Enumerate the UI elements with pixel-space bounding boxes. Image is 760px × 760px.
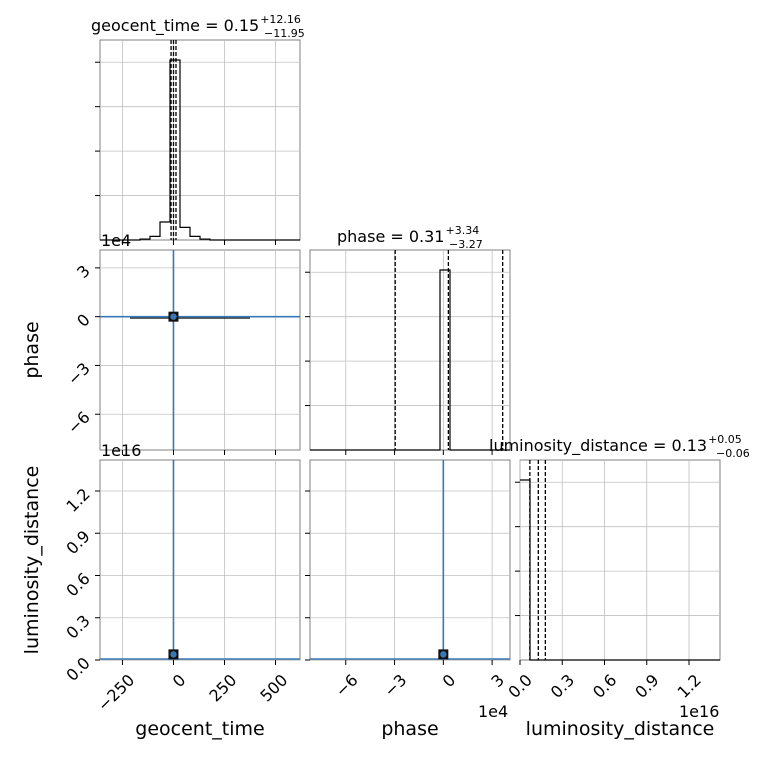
data-marks xyxy=(100,40,720,661)
y-tick-label-phase-2: 0 xyxy=(73,310,94,331)
x-tick-label-phase-0: −6 xyxy=(332,670,362,700)
offset-distance-x: 1e16 xyxy=(679,702,719,721)
x-tick-label-geocent_time-3: 500 xyxy=(256,670,291,705)
sample-cluster-21 xyxy=(440,651,447,658)
xlabel-luminosity-distance: luminosity_distance xyxy=(526,718,715,740)
panel-geocent-time-hist xyxy=(99,39,301,241)
panel-distance-hist xyxy=(519,459,721,661)
x-tick-label-luminosity_distance-4: 1.2 xyxy=(673,670,704,701)
offset-phase-y: 1e4 xyxy=(101,231,131,250)
x-tick-label-luminosity_distance-0: 0.0 xyxy=(504,670,535,701)
y-tick-label-phase-3: 3 xyxy=(73,261,94,282)
y-tick-label-luminosity_distance-1: 0.3 xyxy=(62,611,93,642)
ylabel-phase: phase xyxy=(21,321,43,378)
x-tick-label-luminosity_distance-1: 0.3 xyxy=(547,670,578,701)
x-tick-label-phase-2: 0 xyxy=(439,670,460,691)
histogram-phase xyxy=(310,269,510,451)
x-tick-label-geocent_time-2: 250 xyxy=(205,670,240,705)
ylabel-luminosity-distance: luminosity_distance xyxy=(21,466,43,655)
x-tick-label-luminosity_distance-3: 0.9 xyxy=(631,670,662,701)
x-tick-label-phase-1: −3 xyxy=(380,670,410,700)
panel-distance-vs-phase xyxy=(309,459,511,661)
axis-ticks: −250 0 250 500 −6 −3 0 30.0 0.3 0.6 0.9 1.2−6−3030.… xyxy=(62,61,705,715)
offset-distance-y: 1e16 xyxy=(101,441,141,460)
sample-cluster-10 xyxy=(170,313,177,320)
offset-phase-x: 1e4 xyxy=(478,702,508,721)
sample-cluster-20 xyxy=(170,651,177,658)
panel-phase-vs-geocent-time xyxy=(99,249,301,451)
title-luminosity-distance: luminosity_distance = 0.13+0.05 −0.06 xyxy=(489,433,750,460)
x-tick-label-geocent_time-0: −250 xyxy=(94,670,139,715)
title-phase: phase = 0.31+3.34 −3.27 xyxy=(337,224,483,251)
y-tick-label-phase-0: −6 xyxy=(64,408,94,438)
histogram-luminosity_distance xyxy=(520,479,720,661)
title-geocent-time: geocent_time = 0.15+12.16 −11.95 xyxy=(91,13,305,40)
x-tick-label-geocent_time-1: 0 xyxy=(169,670,190,691)
grid-lines xyxy=(100,40,720,661)
y-tick-label-luminosity_distance-2: 0.6 xyxy=(62,569,93,600)
xlabel-phase: phase xyxy=(381,718,438,740)
y-tick-label-luminosity_distance-4: 1.2 xyxy=(62,484,93,515)
histogram-geocent_time xyxy=(100,59,300,241)
y-tick-label-luminosity_distance-3: 0.9 xyxy=(62,527,93,558)
panel-phase-hist xyxy=(309,249,511,451)
y-tick-label-phase-1: −3 xyxy=(64,359,94,389)
panel-distance-vs-geocent-time xyxy=(99,459,301,661)
xlabel-geocent-time: geocent_time xyxy=(135,718,264,740)
x-tick-label-luminosity_distance-2: 0.6 xyxy=(589,670,620,701)
y-tick-label-luminosity_distance-0: 0.0 xyxy=(62,653,93,684)
